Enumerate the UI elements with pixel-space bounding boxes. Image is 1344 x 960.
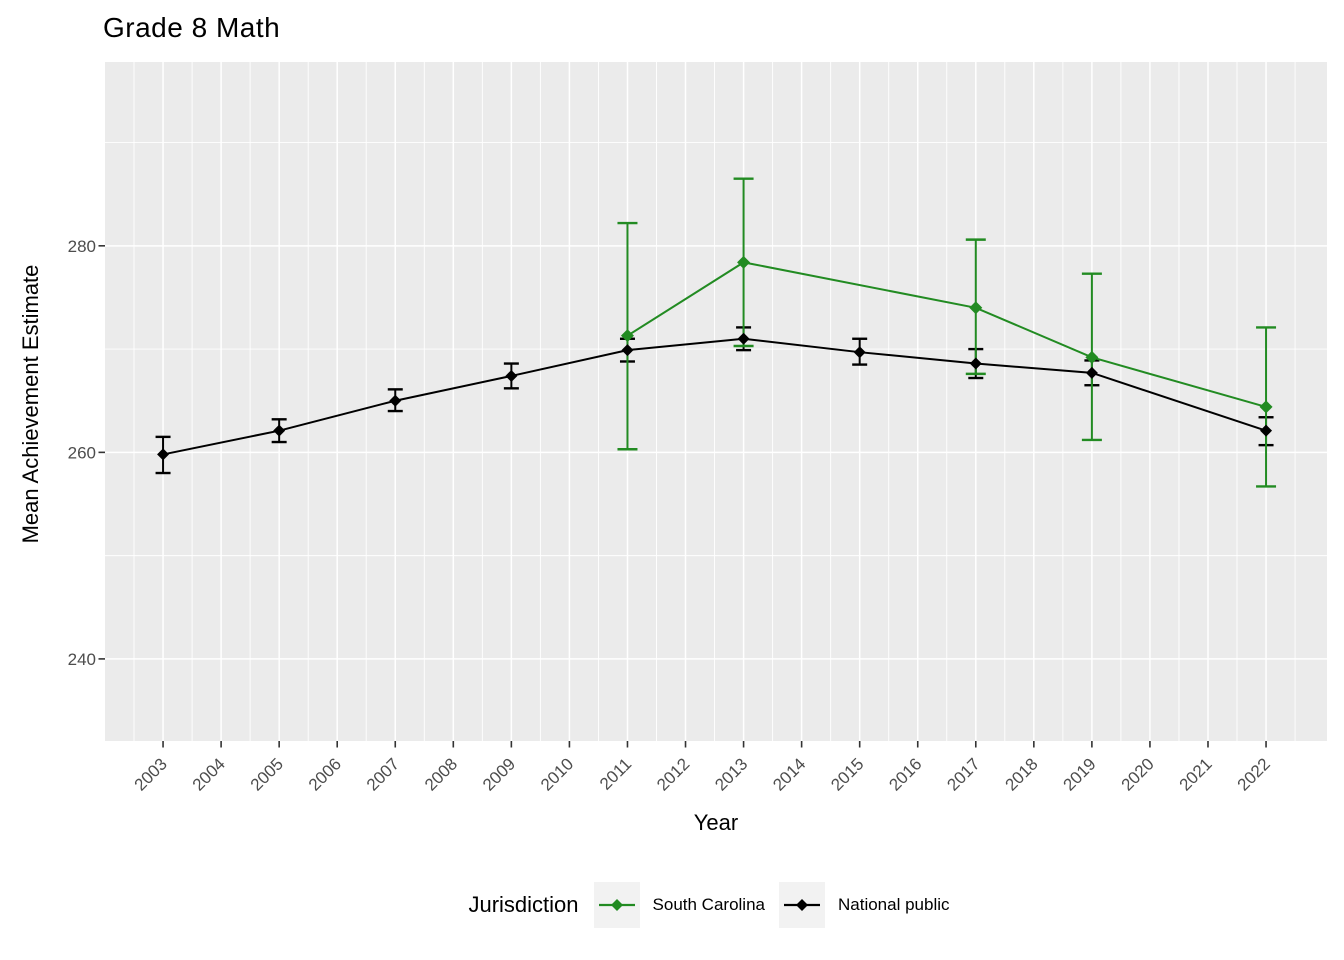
legend-label-national-public: National public [838, 894, 950, 914]
data-point-national-public [505, 369, 518, 382]
x-tick-label: 2009 [479, 754, 519, 794]
data-point-national-public [273, 424, 286, 437]
data-point-national-public [853, 346, 866, 359]
data-point-national-public [389, 394, 402, 407]
x-tick-label: 2008 [421, 754, 461, 794]
legend-key-national-public [779, 881, 825, 928]
legend-glyph-south-carolina-icon [598, 898, 635, 911]
legend-title: Jurisdiction [468, 891, 579, 917]
legend-label-south-carolina: South Carolina [652, 894, 765, 914]
plot-panel [105, 62, 1327, 741]
data-point-south-carolina [1259, 400, 1273, 414]
x-tick-label: 2004 [189, 754, 229, 794]
legend-glyph-national-public-icon [784, 898, 820, 911]
legend-item-south-carolina: South Carolina [593, 881, 765, 928]
legend-key-south-carolina [593, 881, 640, 928]
x-tick-label: 2005 [247, 754, 287, 794]
x-tick-label: 2018 [1001, 754, 1041, 794]
legend-item-national-public: National public [779, 881, 950, 928]
x-tick-label: 2021 [1176, 754, 1216, 794]
x-tick-label: 2020 [1118, 754, 1158, 794]
x-tick-label: 2016 [885, 754, 925, 794]
y-tick-label: 280 [68, 237, 96, 256]
data-point-south-carolina [737, 255, 751, 269]
x-tick-label: 2022 [1234, 754, 1274, 794]
data-point-national-public [157, 448, 170, 461]
data-point-national-public [969, 357, 982, 370]
series-line-national-public [162, 337, 1267, 456]
x-tick-label: 2010 [537, 754, 577, 794]
data-point-south-carolina [969, 301, 983, 315]
data-point-national-public [1260, 424, 1273, 437]
x-tick-label: 2006 [305, 754, 345, 794]
x-tick-label: 2019 [1060, 754, 1100, 794]
data-point-national-public [621, 344, 634, 357]
legend-key-point [796, 898, 808, 911]
data-point-south-carolina [1085, 350, 1099, 364]
x-tick-label: 2017 [943, 754, 983, 794]
x-tick-label: 2014 [769, 754, 809, 794]
legend: Jurisdiction South Carolina National pub… [105, 881, 1327, 928]
x-tick-label: 2012 [653, 754, 693, 794]
x-tick-label: 2015 [827, 754, 867, 794]
chart-title: Grade 8 Math [103, 12, 281, 43]
y-tick-label: 260 [68, 443, 96, 462]
x-tick-label: 2003 [131, 754, 171, 794]
y-axis-title: Mean Achievement Estimate [18, 264, 43, 544]
x-tick-label: 2013 [711, 754, 751, 794]
data-point-south-carolina [620, 329, 634, 343]
x-tick-label: 2007 [363, 754, 403, 794]
y-tick-label: 240 [68, 650, 96, 669]
legend-key-point [610, 898, 623, 911]
data-point-national-public [737, 332, 750, 345]
x-axis-title: Year [693, 810, 739, 835]
x-tick-label: 2011 [596, 754, 635, 793]
data-point-national-public [1085, 366, 1098, 379]
